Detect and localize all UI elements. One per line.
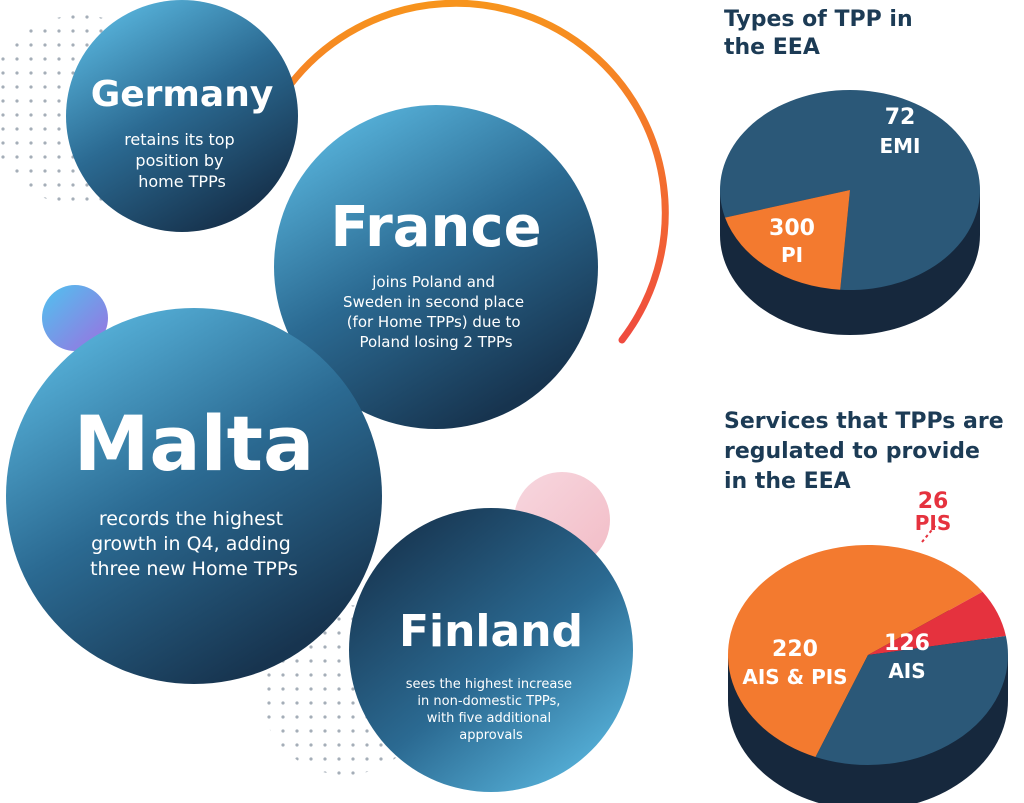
pie-services-slice-pis-value: 26 [918, 489, 949, 514]
bubble-france-circle [274, 105, 598, 429]
pie-services-pis-leader-line [921, 524, 937, 543]
bubble-malta-title: Malta [74, 399, 315, 488]
bubble-malta: Malta records the highest growth in Q4, … [6, 308, 382, 684]
pie-chart-services: 26 PIS 220 AIS & PIS 126 AIS [727, 489, 1008, 803]
pie-types-slice-emi-value: 72 [885, 105, 916, 130]
pie-types-slice-emi [725, 190, 850, 290]
bubble-germany-text: retains its top position by home TPPs [124, 130, 240, 191]
bubble-finland-circle [349, 508, 633, 792]
pie-services-slice-ais-value: 126 [884, 631, 930, 656]
pie-types-slice-emi-label: EMI [879, 134, 920, 158]
pie-services-slice-pis-label: PIS [915, 511, 952, 535]
chart-services-title: Services that TPPs are regulated to prov… [724, 409, 1011, 494]
bubble-germany-circle [66, 0, 298, 232]
bubble-germany: Germany retains its top position by home… [66, 0, 298, 232]
pie-services-slice-ais-label: AIS [888, 659, 925, 683]
purple-sphere-decoration [42, 285, 108, 351]
pie-services-slice-ais-pis [727, 544, 983, 757]
bubble-finland-title: Finland [399, 606, 583, 657]
pie-services-slice-ais-pis-value: 220 [772, 637, 818, 662]
pie-services-slice-pis [868, 591, 1006, 655]
pie-types-slice-pi-label: PI [781, 243, 803, 267]
bubble-france: France joins Poland and Sweden in second… [274, 105, 598, 429]
bubble-malta-circle [6, 308, 382, 684]
bubble-france-text: joins Poland and Sweden in second place … [343, 273, 529, 351]
bubble-malta-text: records the highest growth in Q4, adding… [90, 508, 298, 580]
bubble-finland-text: sees the highest increase in non-domesti… [406, 677, 576, 743]
pie-services-slice-ais [815, 636, 1008, 765]
bubble-finland: Finland sees the highest increase in non… [349, 508, 633, 792]
pie-chart-types: 300 PI 72 EMI [720, 89, 980, 335]
pie-services-slice-ais-pis-label: AIS & PIS [742, 665, 847, 689]
bubble-germany-title: Germany [91, 74, 274, 115]
orange-arc-decoration [286, 0, 669, 344]
chart-types-title: Types of TPP in the EEA [724, 7, 920, 60]
bubble-france-title: France [330, 195, 541, 260]
pie-types-slice-pi-value: 300 [769, 216, 815, 241]
